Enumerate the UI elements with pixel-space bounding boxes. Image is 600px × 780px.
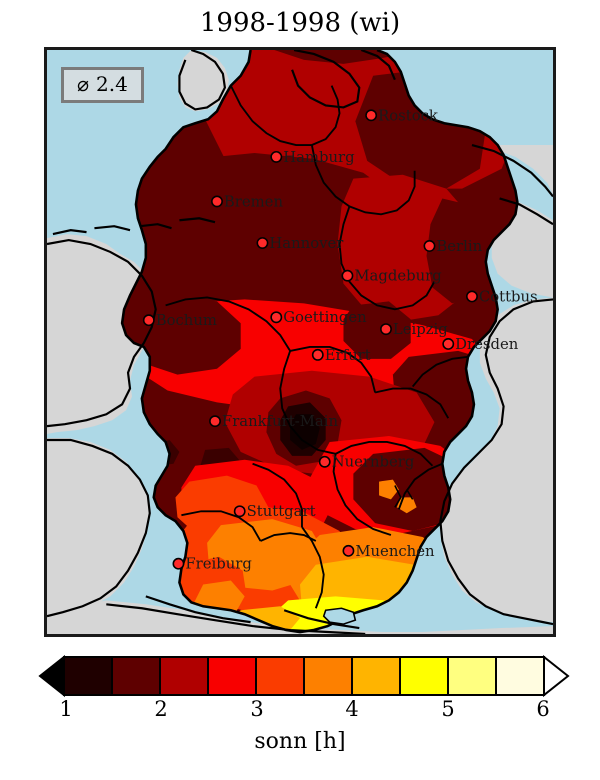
mean-value: 2.4	[96, 72, 128, 96]
city-marker-stuttgart	[233, 505, 246, 518]
colorbar-ticks: 1 2 3 4 5 6	[0, 697, 600, 727]
city-label-bochum: Bochum	[156, 312, 217, 329]
city-labels: Hamburg Rostock Bremen Hannover Berlin Magdeb…	[156, 107, 538, 572]
mean-value-badge: ⌀ 2.4	[61, 67, 144, 104]
city-marker-leipzig	[380, 323, 392, 336]
city-label-hamburg: Hamburg	[283, 149, 355, 166]
city-label-rostock: Rostock	[378, 107, 439, 124]
colorbar-tick-5: 5	[441, 697, 455, 721]
city-marker-goettingen	[270, 311, 283, 324]
colorbar: 1 2 3 4 5 6 sonn [h]	[0, 655, 600, 780]
country-borders	[47, 50, 553, 634]
city-marker-berlin	[423, 240, 436, 252]
city-label-leipzig: Leipzig	[393, 321, 448, 338]
mean-symbol: ⌀	[77, 72, 90, 96]
city-marker-dresden	[442, 338, 455, 350]
city-label-magdeburg: Magdeburg	[354, 268, 442, 285]
city-marker-magdeburg	[341, 269, 354, 282]
map-canvas: Hamburg Rostock Bremen Hannover Berlin Magdeb…	[47, 50, 553, 634]
city-marker-hamburg	[270, 150, 283, 163]
colorbar-tick-3: 3	[250, 697, 264, 721]
city-marker-bochum	[142, 314, 155, 327]
city-markers	[142, 109, 478, 570]
city-label-berlin: Berlin	[436, 238, 482, 255]
colorbar-tick-6: 6	[536, 697, 550, 721]
city-marker-erfurt	[311, 348, 324, 361]
page-title: 1998-1998 (wi)	[199, 8, 401, 38]
city-marker-rostock	[365, 109, 378, 122]
city-label-cottbus: Cottbus	[479, 288, 538, 305]
city-label-frankfurt-main: Frankfurt-Main	[222, 413, 339, 430]
state-borders	[165, 85, 469, 609]
city-label-hannover: Hannover	[269, 235, 344, 252]
city-label-goettingen: Goettingen	[283, 309, 367, 326]
city-marker-freiburg	[172, 557, 185, 570]
city-marker-muenchen	[342, 544, 355, 557]
city-marker-cottbus	[466, 290, 478, 303]
colorbar-over-arrow	[543, 655, 570, 698]
colorbar-tick-2: 2	[154, 697, 168, 721]
city-label-stuttgart: Stuttgart	[247, 503, 316, 520]
city-label-nuernberg: Nuernberg	[332, 454, 415, 471]
city-marker-hannover	[256, 237, 269, 249]
city-marker-nuernberg	[318, 455, 331, 468]
city-label-muenchen: Muenchen	[355, 543, 435, 560]
colorbar-tick-1: 1	[59, 697, 73, 721]
city-label-freiburg: Freiburg	[185, 556, 252, 573]
colorbar-label: sonn [h]	[254, 729, 346, 754]
city-label-erfurt: Erfurt	[325, 347, 371, 364]
city-label-dresden: Dresden	[455, 336, 519, 353]
city-marker-bremen	[211, 195, 223, 208]
map-frame: Hamburg Rostock Bremen Hannover Berlin Magdeb…	[44, 47, 556, 637]
city-label-bremen: Bremen	[224, 193, 284, 210]
city-marker-frankfurt-main	[209, 415, 221, 428]
colorbar-tick-4: 4	[345, 697, 359, 721]
colorbar-swatches	[38, 655, 570, 698]
colorbar-under-arrow	[38, 655, 65, 698]
